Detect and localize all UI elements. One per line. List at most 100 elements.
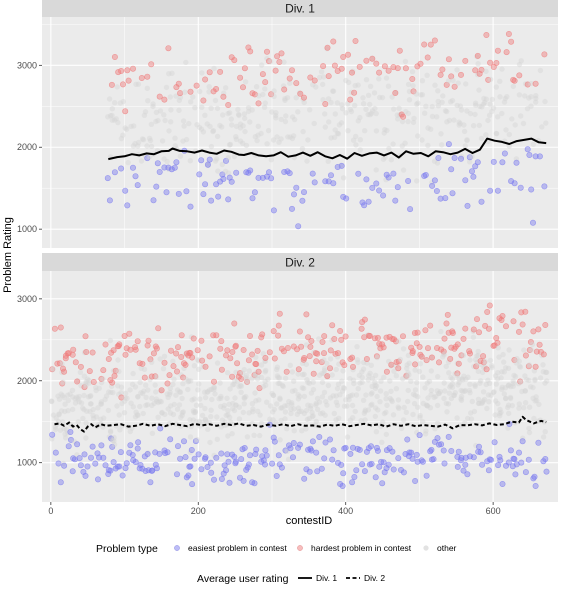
point-easiest bbox=[438, 441, 445, 448]
point-other bbox=[138, 158, 145, 164]
point-other bbox=[207, 123, 213, 130]
point-other bbox=[522, 400, 529, 406]
point-other bbox=[334, 130, 341, 136]
point-other bbox=[319, 394, 326, 400]
point-other bbox=[211, 384, 217, 391]
point-other bbox=[536, 401, 542, 408]
point-other bbox=[222, 168, 229, 174]
point-other bbox=[505, 404, 511, 411]
point-other bbox=[107, 337, 114, 344]
point-easiest bbox=[428, 446, 435, 453]
point-other bbox=[499, 110, 505, 117]
point-other bbox=[355, 82, 361, 88]
point-hardest bbox=[371, 335, 378, 342]
point-hardest bbox=[403, 372, 410, 379]
point-hardest bbox=[217, 68, 224, 75]
point-other bbox=[481, 396, 488, 403]
point-other bbox=[118, 390, 124, 396]
point-other bbox=[83, 382, 89, 388]
point-other bbox=[488, 392, 494, 398]
point-easiest bbox=[322, 439, 329, 446]
point-other bbox=[301, 385, 307, 392]
point-other bbox=[530, 141, 537, 147]
point-other bbox=[374, 354, 380, 361]
point-other bbox=[85, 394, 92, 400]
point-easiest bbox=[511, 180, 518, 187]
point-other bbox=[78, 400, 85, 406]
point-other bbox=[537, 67, 544, 74]
point-hardest bbox=[109, 379, 116, 386]
point-other bbox=[255, 123, 261, 129]
point-other bbox=[475, 61, 481, 67]
point-easiest bbox=[107, 467, 114, 474]
point-hardest bbox=[457, 71, 464, 78]
point-hardest bbox=[494, 339, 501, 346]
point-easiest bbox=[475, 443, 482, 450]
point-other bbox=[241, 401, 247, 407]
point-hardest bbox=[89, 349, 96, 356]
point-easiest bbox=[441, 460, 448, 467]
point-hardest bbox=[352, 37, 359, 44]
point-other bbox=[177, 153, 184, 159]
point-hardest bbox=[124, 67, 131, 74]
point-hardest bbox=[454, 341, 461, 348]
point-other bbox=[501, 391, 507, 397]
point-other bbox=[484, 405, 490, 412]
point-other bbox=[76, 399, 82, 405]
point-easiest bbox=[380, 192, 387, 199]
point-other bbox=[240, 409, 246, 416]
point-other bbox=[387, 395, 393, 402]
point-hardest bbox=[240, 84, 247, 91]
point-hardest bbox=[511, 77, 518, 84]
point-other bbox=[138, 365, 144, 371]
point-easiest bbox=[359, 461, 366, 468]
point-easiest bbox=[70, 455, 77, 462]
point-other bbox=[483, 96, 489, 102]
point-other bbox=[438, 328, 444, 335]
point-other bbox=[294, 411, 300, 417]
point-easiest bbox=[306, 468, 313, 475]
point-hardest bbox=[421, 41, 428, 48]
point-other bbox=[299, 428, 305, 434]
point-other bbox=[226, 142, 233, 148]
point-other bbox=[268, 157, 274, 163]
point-other bbox=[419, 78, 426, 84]
point-other bbox=[365, 92, 372, 99]
point-easiest bbox=[389, 448, 396, 455]
point-other bbox=[310, 379, 316, 385]
point-easiest bbox=[65, 443, 72, 450]
point-other bbox=[236, 416, 243, 422]
point-other bbox=[475, 352, 481, 359]
point-other bbox=[199, 419, 205, 426]
point-easiest bbox=[154, 160, 161, 167]
point-hardest bbox=[313, 358, 320, 365]
point-other bbox=[474, 353, 480, 359]
point-other bbox=[317, 74, 323, 81]
point-easiest bbox=[448, 447, 455, 454]
point-easiest bbox=[511, 455, 518, 462]
point-other bbox=[194, 436, 200, 443]
point-easiest bbox=[296, 441, 303, 448]
point-other bbox=[316, 399, 323, 405]
point-other bbox=[528, 347, 534, 353]
point-easiest bbox=[163, 189, 170, 196]
point-other bbox=[62, 401, 68, 407]
point-other bbox=[420, 374, 426, 380]
point-other bbox=[539, 124, 545, 130]
point-other bbox=[209, 396, 215, 403]
point-hardest bbox=[98, 375, 105, 382]
point-other bbox=[310, 386, 317, 393]
point-other bbox=[220, 112, 226, 118]
point-other bbox=[185, 386, 191, 393]
point-other bbox=[323, 398, 329, 405]
point-other bbox=[423, 428, 429, 434]
point-other bbox=[499, 384, 505, 390]
point-hardest bbox=[193, 82, 200, 89]
point-other bbox=[223, 85, 229, 91]
point-other bbox=[309, 413, 315, 420]
point-other bbox=[510, 383, 516, 389]
point-other bbox=[212, 391, 218, 397]
point-easiest bbox=[81, 451, 88, 458]
point-easiest bbox=[374, 447, 381, 454]
point-other bbox=[528, 384, 534, 390]
